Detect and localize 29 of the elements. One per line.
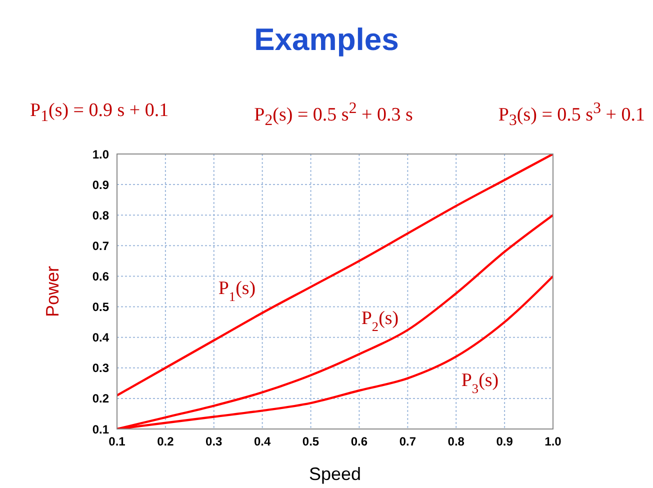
x-axis-title: Speed — [308, 464, 362, 484]
y-tick-label: 0.8 — [92, 208, 110, 222]
y-tick-label: 0.7 — [92, 238, 110, 253]
x-tick-label: 0.4 — [254, 434, 271, 449]
y-axis-title: Power — [42, 266, 62, 318]
x-tick-label: 0.3 — [206, 434, 223, 449]
x-tick-label: 0.8 — [448, 434, 465, 449]
y-tick-label: 0.4 — [92, 330, 110, 345]
series-label: P$_{3}$(s) — [461, 370, 499, 396]
x-tick-label: 0.9 — [496, 434, 514, 449]
x-tick-label: 0.7 — [399, 434, 416, 449]
x-tick-label: 0.5 — [302, 434, 320, 449]
series-label: P$_{1}$(s) — [218, 278, 256, 304]
y-tick-label: 1.0 — [92, 147, 110, 162]
text: P$_{2}$(s) = 0.5 s$^{2}$ + 0.3 s — [254, 100, 413, 130]
x-tick-label: 0.6 — [350, 434, 368, 449]
y-tick-label: 0.9 — [92, 178, 110, 192]
y-tick-label: 0.5 — [92, 300, 110, 314]
x-tick-label: 1.0 — [544, 434, 562, 449]
y-tick-label: 0.2 — [92, 392, 110, 406]
chart-title: Examples — [253, 22, 400, 58]
series-label: P$_{2}$(s) — [361, 308, 399, 334]
y-tick-label: 0.6 — [92, 269, 110, 284]
y-tick-label: 0.3 — [92, 361, 110, 376]
y-tick-label: 0.1 — [92, 422, 110, 436]
text: P$_{1}$(s) = 0.9 s + 0.1 — [30, 100, 169, 127]
text: P$_{3}$(s) = 0.5 s$^{3}$ + 0.1 — [498, 100, 645, 130]
x-tick-label: 0.2 — [157, 434, 174, 449]
x-tick-label: 0.1 — [108, 434, 126, 449]
